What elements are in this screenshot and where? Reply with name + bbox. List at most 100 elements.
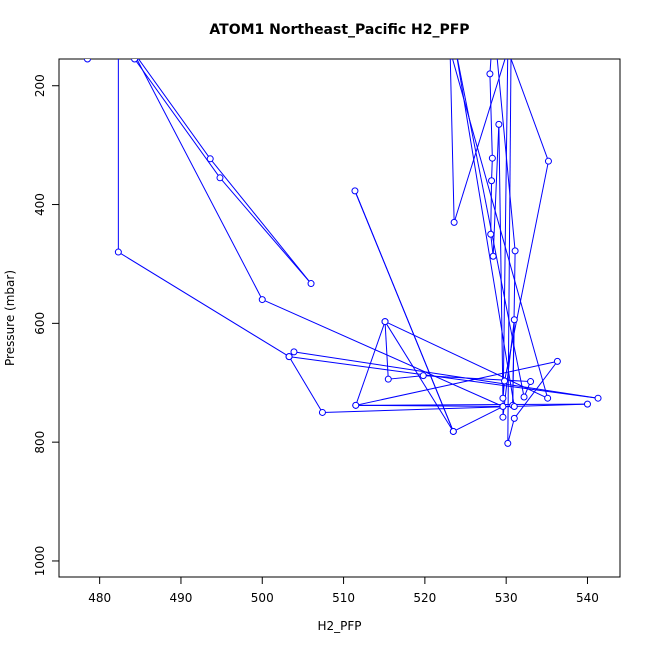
plot-area [83, 38, 602, 447]
series-segment [457, 59, 525, 398]
x-tick-label: 520 [413, 591, 436, 605]
series-segment [498, 124, 504, 399]
series-segment [384, 321, 454, 432]
series-segment [491, 158, 493, 181]
x-axis-label: H2_PFP [317, 619, 361, 633]
series-segment [355, 404, 515, 408]
series-segment [322, 403, 588, 413]
data-point [115, 38, 121, 44]
x-axis: 480 490 500 510 520 530 540 [88, 577, 599, 605]
series-segment [507, 59, 512, 444]
data-point [129, 47, 135, 53]
data-point [583, 400, 591, 408]
x-tick-label: 490 [170, 591, 193, 605]
data-point [508, 47, 514, 53]
x-tick-label: 500 [251, 591, 274, 605]
y-axis-label: Pressure (mbar) [3, 270, 17, 366]
series-segment [502, 59, 509, 418]
data-point [216, 174, 224, 182]
y-tick-label: 1000 [33, 546, 47, 577]
data-point [499, 403, 507, 411]
data-point [511, 247, 519, 255]
series-segment [423, 375, 531, 383]
data-point [510, 403, 518, 411]
data-point [499, 394, 507, 402]
data-point [505, 47, 511, 53]
data-point [486, 70, 494, 78]
data-point [131, 59, 139, 63]
data-point [487, 230, 495, 238]
series-segment [489, 59, 492, 74]
series-segment [496, 59, 516, 251]
series-segment [289, 356, 599, 399]
series-segment [453, 406, 504, 432]
series-segment [137, 59, 211, 160]
data-point [489, 47, 495, 53]
series-segment [504, 161, 549, 382]
data-point [544, 394, 552, 402]
data-point [449, 427, 457, 435]
series-segment [354, 190, 454, 432]
data-point [352, 401, 360, 409]
y-tick-label: 200 [33, 74, 47, 97]
series-segment [452, 59, 549, 399]
data-point [489, 252, 497, 260]
plot-frame [58, 58, 621, 578]
x-tick-label: 540 [576, 591, 599, 605]
series-segment [136, 59, 263, 300]
x-tick-label: 480 [88, 591, 111, 605]
y-axis: 200 400 600 800 1000 [33, 74, 59, 576]
series-segment [355, 360, 558, 406]
series-segment [293, 351, 599, 399]
data-point [505, 47, 511, 53]
data-point [488, 154, 496, 162]
series-segment [87, 59, 89, 60]
data-point [501, 377, 509, 385]
data-point [114, 248, 122, 256]
series-segment [219, 177, 312, 284]
data-point [453, 47, 459, 53]
series-segment [384, 321, 548, 399]
data-point [520, 393, 528, 401]
series-segment [134, 59, 221, 179]
y-tick-label: 800 [33, 431, 47, 454]
series-segment [118, 251, 290, 358]
series-segment [388, 375, 424, 380]
x-tick-label: 530 [495, 591, 518, 605]
data-point [594, 394, 602, 402]
series-segment [262, 299, 504, 407]
series-segment [384, 321, 389, 380]
series-segment [288, 356, 323, 413]
data-point [493, 47, 499, 53]
series-segment [355, 321, 386, 406]
data-point [504, 439, 512, 447]
data-point [495, 120, 503, 128]
data-point [285, 353, 293, 361]
data-point [351, 187, 359, 195]
data-point [129, 47, 135, 53]
series-segment [510, 59, 549, 162]
chart-title: ATOM1 Northeast_Pacific H2_PFP [209, 22, 469, 38]
data-point [527, 378, 535, 386]
series-segment [456, 59, 515, 407]
data-point [381, 318, 389, 326]
data-point [488, 177, 496, 185]
data-point [206, 155, 214, 163]
data-point [307, 280, 315, 288]
data-point [83, 59, 91, 63]
series-segment [513, 361, 558, 419]
data-point [447, 47, 453, 53]
series-segment [449, 59, 455, 223]
data-point [290, 348, 298, 356]
data-point [544, 157, 552, 165]
x-tick-label: 510 [332, 591, 355, 605]
data-point [318, 408, 326, 416]
data-point [499, 413, 507, 421]
data-point [510, 316, 518, 324]
series-segment [507, 418, 515, 444]
data-point [553, 357, 561, 365]
series-segment [209, 158, 312, 284]
series-segment [512, 250, 516, 406]
